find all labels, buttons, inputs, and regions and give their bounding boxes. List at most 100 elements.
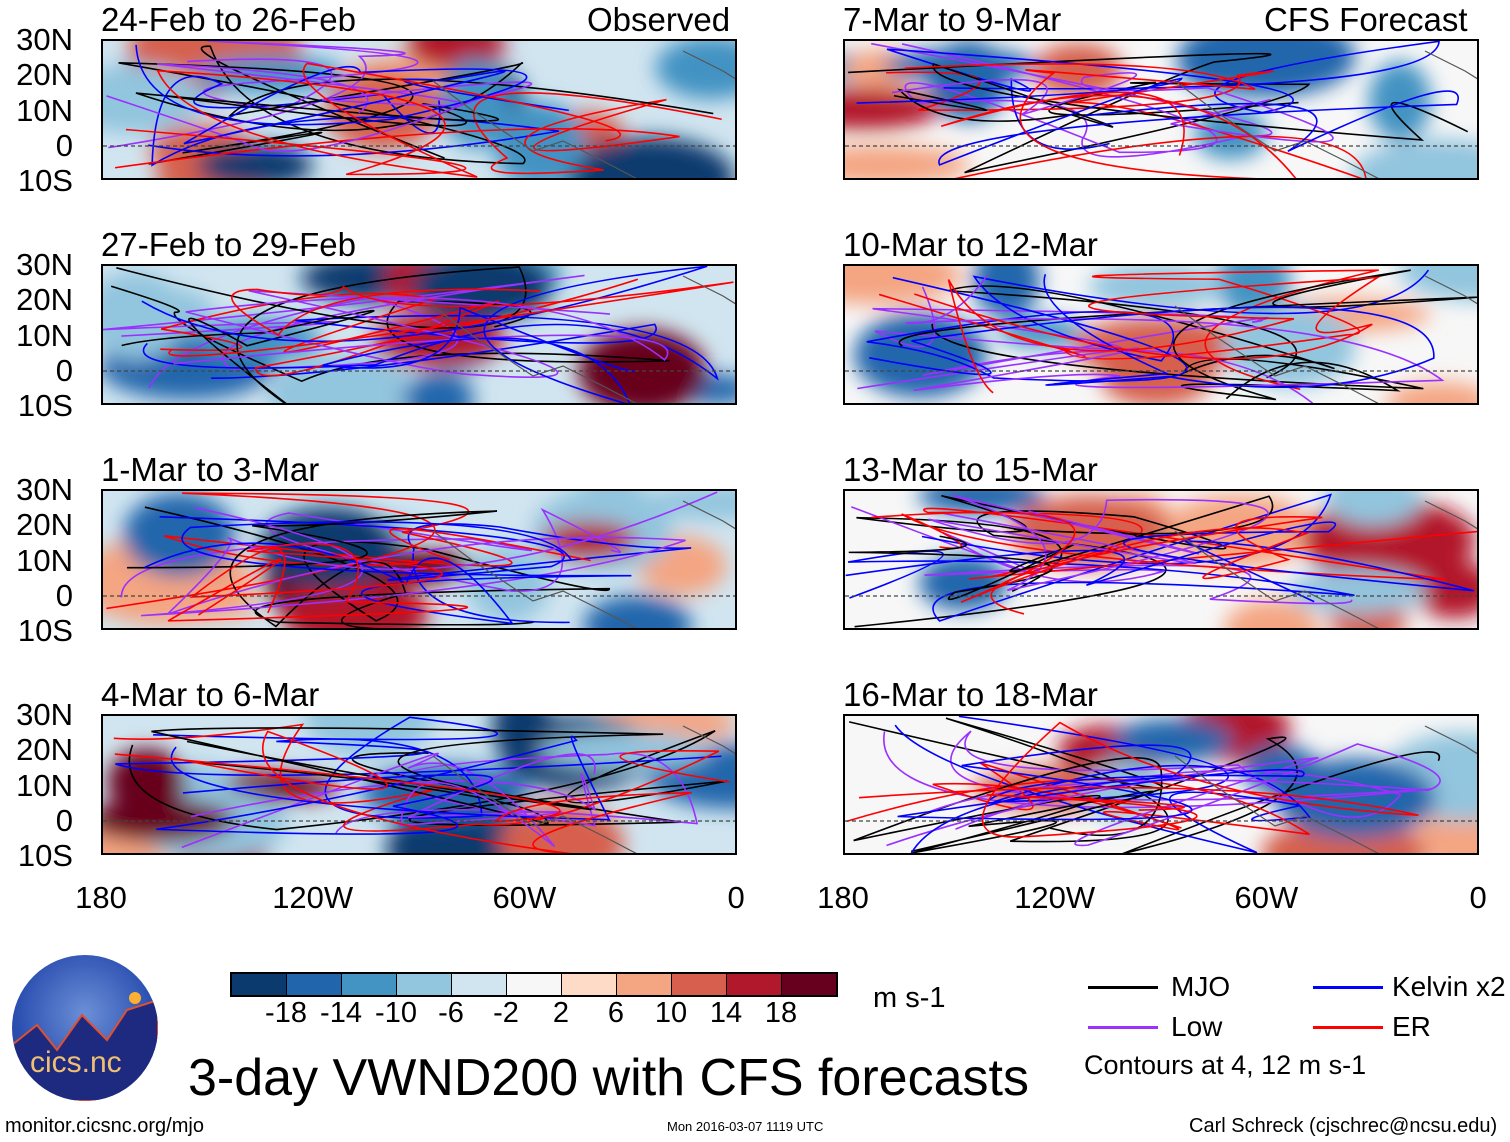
- colorbar-tick-label: -14: [320, 997, 362, 1029]
- colorbar-tick-label: 2: [552, 997, 570, 1029]
- observed-label: Observed: [587, 1, 731, 38]
- lat-label: 30N: [16, 247, 73, 282]
- wind-anomaly-region: [1274, 758, 1436, 839]
- colorbar-swatch: [452, 974, 507, 995]
- contour-line: [897, 744, 1305, 853]
- colorbar-swatch: [507, 974, 562, 995]
- lat-label: 10S: [17, 163, 73, 198]
- footer-url[interactable]: monitor.cicsnc.org/mjo: [5, 1115, 204, 1137]
- colorbar-swatch: [727, 974, 782, 995]
- wind-anomaly-region: [845, 145, 971, 178]
- colorbar-swatch: [342, 974, 397, 995]
- wind-anomaly-region: [1368, 60, 1432, 141]
- contour-line: [181, 752, 596, 849]
- legend-mjo: MJO: [1171, 971, 1231, 1002]
- colorbar-tick-label: 10: [654, 997, 688, 1029]
- wind-anomaly-region: [1033, 42, 1124, 99]
- colorbar: [230, 972, 838, 997]
- contour-line: [904, 63, 1297, 178]
- contour-line: [871, 511, 1323, 615]
- contour-line: [135, 61, 714, 132]
- wind-anomaly-region: [655, 41, 735, 100]
- lat-label: 10S: [17, 838, 73, 873]
- cics-logo: cics.nc: [12, 955, 158, 1101]
- colorbar-tick-label: -18: [265, 997, 307, 1029]
- contour-line: [113, 723, 730, 832]
- lat-label: 0: [55, 352, 73, 388]
- lat-label: 20N: [16, 732, 73, 768]
- legend-low: Low: [1171, 1011, 1223, 1042]
- map-panel: [843, 264, 1479, 405]
- wind-anomaly-region: [641, 491, 735, 520]
- map-panel: [101, 264, 737, 405]
- coastline: [1174, 50, 1477, 178]
- lon-label: 180: [75, 880, 127, 915]
- colorbar-tick-label: -10: [375, 997, 417, 1029]
- contour-line: [848, 495, 1274, 601]
- wind-anomaly-region: [1286, 568, 1427, 614]
- lat-label: 0: [55, 802, 73, 838]
- contour-line: [160, 278, 639, 377]
- wind-anomaly-region: [304, 716, 435, 758]
- lat-label: 0: [55, 577, 73, 613]
- map-panel: [843, 714, 1479, 855]
- contour-line: [125, 62, 622, 178]
- contour-line: [148, 75, 560, 167]
- contour-line: [893, 63, 1469, 141]
- panel-title: 10-Mar to 12-Mar: [843, 226, 1098, 263]
- colorbar-swatch: [397, 974, 452, 995]
- wind-anomaly-region: [583, 595, 692, 628]
- lat-label: 0: [55, 127, 73, 163]
- contour-line: [914, 276, 1381, 394]
- legend-low-line: [1088, 1026, 1158, 1029]
- wind-anomaly-region: [123, 492, 236, 577]
- lat-label: 10N: [16, 317, 73, 353]
- map-panel: [101, 39, 737, 180]
- wind-anomaly-region: [107, 748, 186, 815]
- wind-anomaly-region: [466, 544, 550, 622]
- wind-anomaly-region: [196, 143, 314, 178]
- coastline: [1174, 500, 1477, 628]
- lat-label: 10N: [16, 542, 73, 578]
- wind-anomaly-region: [1215, 266, 1292, 317]
- lat-label: 10N: [16, 767, 73, 803]
- wind-anomaly-region: [1412, 560, 1477, 619]
- colorbar-units: m s-1: [873, 982, 946, 1014]
- coastline: [432, 500, 735, 628]
- lon-label: 0: [1469, 880, 1487, 915]
- contour-line: [141, 491, 718, 617]
- lon-label: 120W: [1014, 880, 1096, 915]
- contour-line: [854, 494, 1227, 628]
- figure-title: 3-day VWND200 with CFS forecasts: [188, 1049, 1029, 1107]
- wind-anomaly-region: [853, 312, 988, 398]
- wind-anomaly-region: [845, 266, 962, 305]
- coastline: [432, 725, 735, 853]
- contour-line: [114, 730, 692, 853]
- panel-title: 4-Mar to 6-Mar: [101, 676, 320, 713]
- panel-title: 13-Mar to 15-Mar: [843, 451, 1098, 488]
- contour-line: [853, 757, 1163, 853]
- lat-label: 20N: [16, 57, 73, 93]
- contour-line: [116, 266, 527, 403]
- contour-line: [114, 92, 722, 175]
- lat-label: 20N: [16, 507, 73, 543]
- contour-line: [858, 721, 1419, 838]
- lat-label: 10S: [17, 388, 73, 423]
- contour-line: [142, 314, 719, 381]
- panel-title: 1-Mar to 3-Mar: [101, 451, 320, 488]
- colorbar-tick-label: 18: [764, 997, 798, 1029]
- legend-kelvin-line: [1313, 986, 1383, 989]
- contour-line: [141, 266, 708, 403]
- wind-anomaly-region: [1323, 491, 1423, 527]
- mountain-graphic: [12, 992, 158, 1101]
- wind-anomaly-region: [845, 88, 942, 130]
- contour-line: [106, 63, 533, 152]
- colorbar-swatch: [287, 974, 342, 995]
- wind-anomaly-region: [410, 266, 553, 323]
- contour-line: [872, 286, 1313, 403]
- map-panel: [843, 39, 1479, 180]
- wind-anomaly-region: [563, 136, 735, 178]
- lat-label: 20N: [16, 282, 73, 318]
- lat-label: 30N: [16, 472, 73, 507]
